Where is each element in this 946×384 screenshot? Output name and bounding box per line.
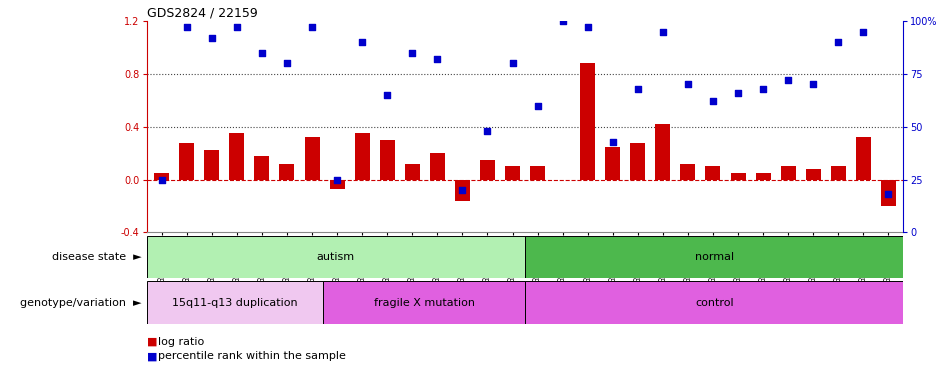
Bar [505,166,520,180]
Bar [630,142,645,180]
Bar [730,173,745,180]
Point [856,28,871,35]
Bar [756,173,771,180]
Point [806,81,821,88]
Point [555,18,570,24]
Text: percentile rank within the sample: percentile rank within the sample [158,351,346,361]
Point [680,81,695,88]
Bar [254,156,270,180]
Point [630,86,645,92]
Bar [429,153,445,180]
Text: disease state  ►: disease state ► [52,252,142,262]
Point [379,92,394,98]
Bar [147,281,324,324]
Bar [324,281,525,324]
Point [706,98,721,104]
Bar [580,63,595,180]
Text: ■: ■ [147,351,157,361]
Point [429,56,445,62]
Point [279,60,294,66]
Text: control: control [695,298,733,308]
Text: autism: autism [317,252,355,262]
Bar [455,180,470,200]
Bar [656,124,671,180]
Text: ■: ■ [147,337,157,347]
Point [329,177,344,183]
Bar [831,166,846,180]
Bar [204,151,219,180]
Point [154,177,169,183]
Point [254,50,270,56]
Point [730,90,745,96]
Text: 15q11-q13 duplication: 15q11-q13 duplication [172,298,298,308]
Bar [530,166,545,180]
Bar [355,133,370,180]
Bar [229,133,244,180]
Point [780,77,796,83]
Bar [379,140,394,180]
Bar [806,169,821,180]
Text: log ratio: log ratio [158,337,204,347]
Bar [154,173,169,180]
Bar [405,164,420,180]
Bar [480,160,495,180]
Point [530,103,545,109]
Bar [179,142,194,180]
Bar [706,166,721,180]
Bar [856,137,871,180]
Point [229,25,244,31]
Bar [881,180,896,206]
Point [605,139,621,145]
Point [179,25,194,31]
Point [656,28,671,35]
Point [831,39,846,45]
Point [480,128,495,134]
Point [355,39,370,45]
Text: GDS2824 / 22159: GDS2824 / 22159 [147,7,257,20]
Text: fragile X mutation: fragile X mutation [374,298,475,308]
Bar [329,180,344,189]
Point [455,187,470,193]
Point [756,86,771,92]
Point [405,50,420,56]
Bar [525,281,903,324]
Bar [147,236,525,278]
Bar [525,236,903,278]
Bar [279,164,294,180]
Bar [680,164,695,180]
Bar [305,137,320,180]
Point [580,25,595,31]
Point [204,35,219,41]
Point [881,191,896,197]
Point [505,60,520,66]
Point [305,25,320,31]
Text: normal: normal [694,252,734,262]
Bar [780,166,796,180]
Text: genotype/variation  ►: genotype/variation ► [21,298,142,308]
Bar [605,147,621,180]
